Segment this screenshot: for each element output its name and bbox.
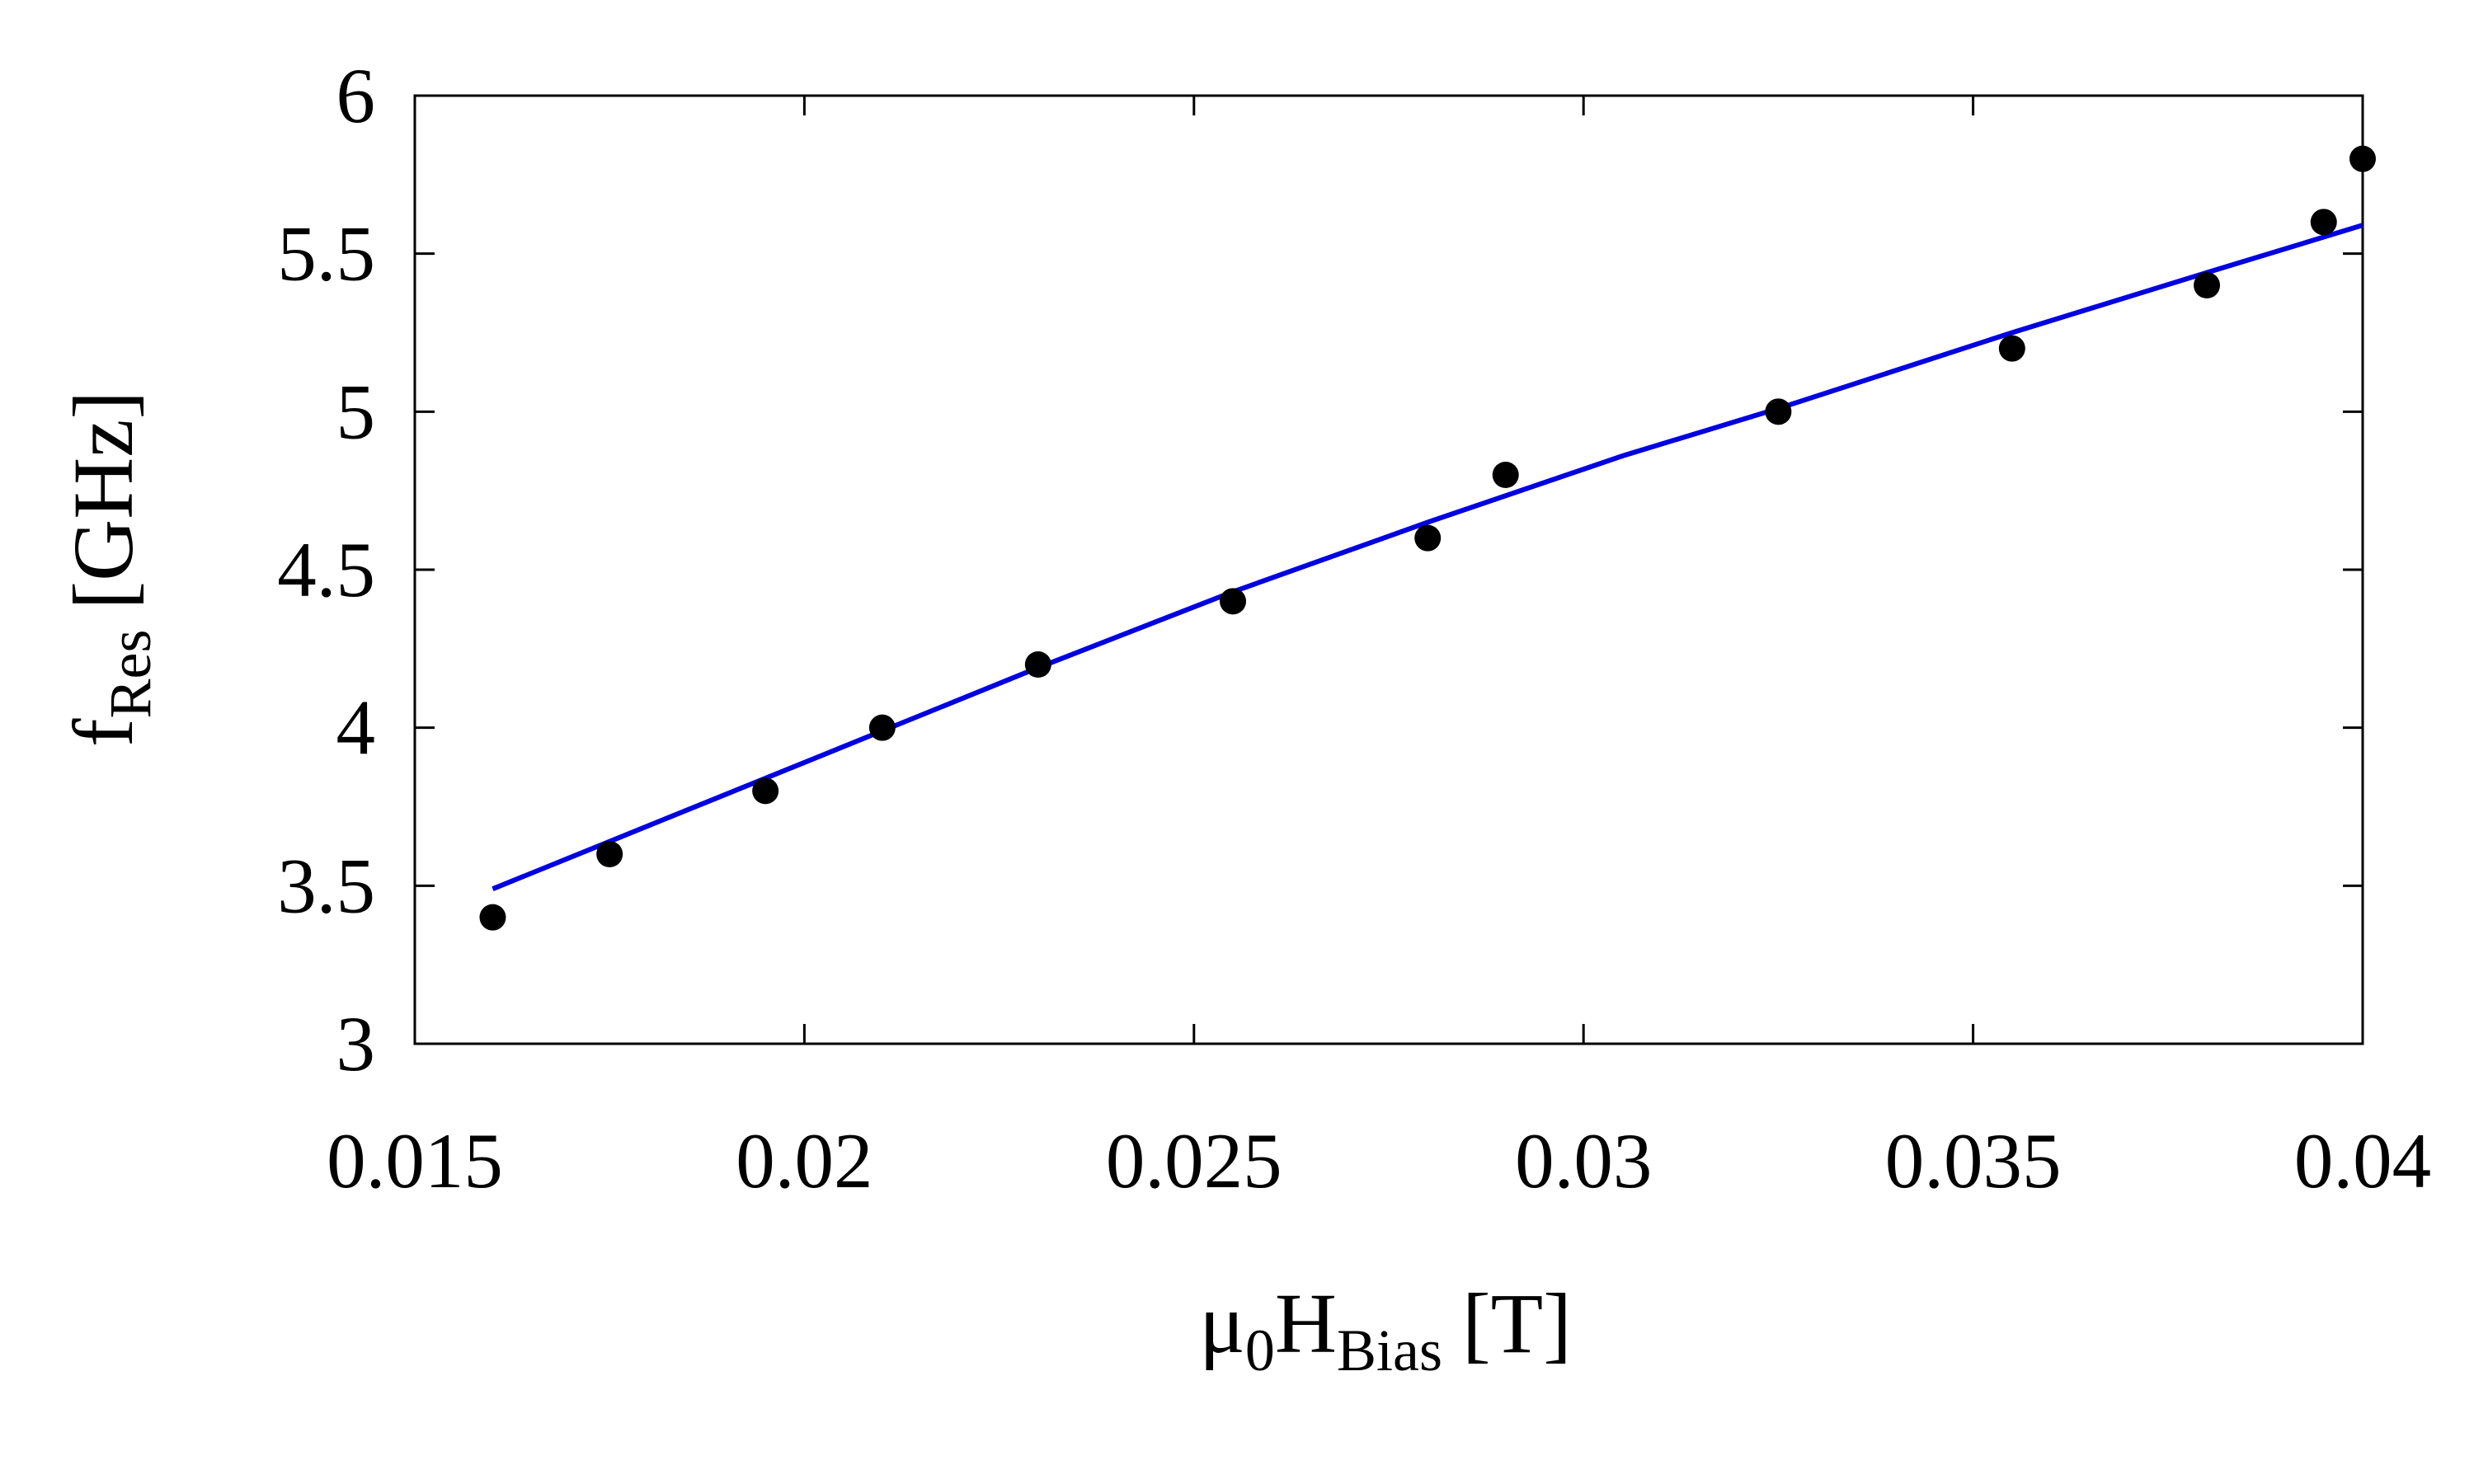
plot-frame <box>413 94 2364 1045</box>
x-tick-label: 0.02 <box>736 1117 872 1205</box>
y-tick-label: 5 <box>336 368 376 455</box>
data-point <box>1220 588 1247 615</box>
xlabel-part: [T] <box>1462 1276 1572 1371</box>
ylabel-part: Res <box>97 630 163 719</box>
y-tick-label: 4.5 <box>277 526 375 613</box>
data-point <box>2310 209 2337 236</box>
data-point <box>1998 335 2025 362</box>
xlabel-part: μ <box>1199 1276 1245 1371</box>
data-point <box>1414 524 1442 552</box>
data-point <box>1024 651 1051 678</box>
data-point <box>1765 398 1792 425</box>
data-point <box>868 714 896 741</box>
data-point <box>1492 462 1519 488</box>
data-point <box>596 841 623 867</box>
y-tick-label: 3.5 <box>277 842 375 929</box>
data-point <box>2194 272 2221 298</box>
x-axis-label: μ0HBias [T] <box>1199 1276 1572 1383</box>
ylabel-part: f <box>56 718 151 747</box>
y-tick-label: 4 <box>336 684 376 772</box>
data-point <box>2349 145 2376 172</box>
y-axis-label: fRes [GHz] <box>56 391 163 747</box>
x-tick-label: 0.035 <box>1885 1117 2062 1205</box>
x-tick-label: 0.025 <box>1106 1117 1282 1205</box>
xlabel-part: H <box>1275 1276 1337 1371</box>
fit-line <box>492 223 2363 891</box>
xlabel-part: 0 <box>1245 1317 1275 1383</box>
data-point <box>752 777 779 805</box>
xlabel-part: Bias <box>1337 1317 1442 1383</box>
y-tick-label: 6 <box>336 52 376 139</box>
x-tick-label: 0.04 <box>2294 1117 2431 1205</box>
y-tick-label: 5.5 <box>277 210 375 298</box>
ylabel-part: [GHz] <box>56 391 151 610</box>
x-tick-label: 0.03 <box>1515 1117 1652 1205</box>
x-tick-label: 0.015 <box>327 1117 503 1205</box>
y-tick-label: 3 <box>336 1000 376 1087</box>
data-point <box>479 904 506 931</box>
